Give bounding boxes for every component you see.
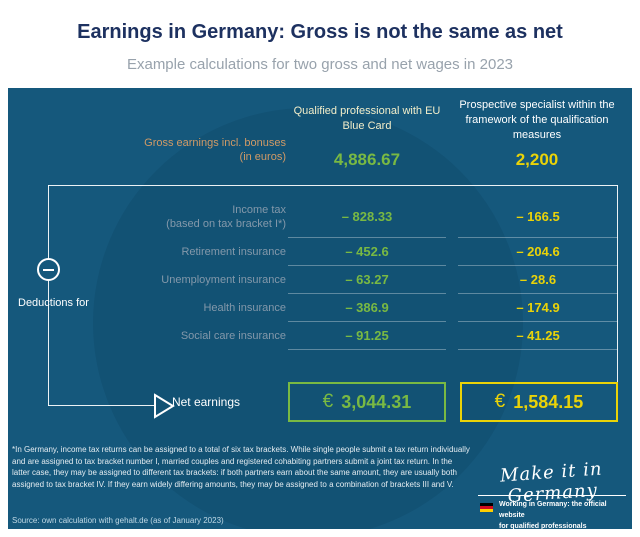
deduction-value-col1: – 386.9 — [288, 294, 446, 322]
background-circle-watermark — [93, 108, 523, 529]
net-earnings-label: Net earnings — [171, 395, 240, 409]
deduction-value-col1: – 63.27 — [288, 266, 446, 294]
deduction-value-col2: – 41.25 — [458, 322, 618, 350]
net-value-col2: 1,584.15 — [513, 391, 584, 412]
minus-circle-icon — [37, 258, 60, 281]
deduction-value-col1: – 828.33 — [288, 196, 446, 238]
deduction-value-col2: – 204.6 — [458, 238, 618, 266]
deductions-for-label: Deductions for — [18, 297, 89, 309]
deduction-label: Income tax (based on tax bracket I*) — [128, 196, 286, 238]
net-box-col2: € 1,584.15 — [460, 382, 618, 422]
deduction-label: Unemployment insurance — [161, 273, 286, 286]
bracket-right-line — [617, 185, 618, 382]
deduction-value-col1: – 91.25 — [288, 322, 446, 350]
table-row: Health insurance – 386.9 – 174.9 — [8, 294, 632, 322]
deduction-value-col2: – 166.5 — [458, 196, 618, 238]
logo-tagline-line2: for qualified professionals — [499, 522, 587, 529]
deduction-value-col1: – 452.6 — [288, 238, 446, 266]
deduction-value-col2: – 174.9 — [458, 294, 618, 322]
deduction-value-col2: – 28.6 — [458, 266, 618, 294]
table-row: Unemployment insurance – 63.27 – 28.6 — [8, 266, 632, 294]
table-row: Retirement insurance – 452.6 – 204.6 — [8, 238, 632, 266]
source-text: Source: own calculation with gehalt.de (… — [12, 516, 224, 525]
deduction-label: Health insurance — [203, 301, 286, 314]
table-row: Social care insurance – 91.25 – 41.25 — [8, 322, 632, 350]
footnote-text: *In Germany, income tax returns can be a… — [12, 445, 470, 489]
deductions-table: Income tax (based on tax bracket I*) – 8… — [8, 196, 632, 350]
euro-icon: € — [322, 391, 334, 412]
euro-icon: € — [494, 391, 506, 412]
bracket-top-line — [48, 185, 618, 186]
column-header-qualification-measures: Prospective specialist within the framew… — [459, 99, 615, 141]
net-box-col1: € 3,044.31 — [288, 382, 446, 422]
bracket-left-line — [48, 185, 49, 406]
arrow-right-icon — [154, 393, 175, 419]
page-title: Earnings in Germany: Gross is not the sa… — [77, 21, 563, 43]
infographic-panel: Qualified professional with EU Blue Card… — [8, 88, 632, 529]
table-row: Income tax (based on tax bracket I*) – 8… — [8, 196, 632, 238]
deduction-label-sub: (based on tax bracket I*) — [166, 218, 286, 230]
deduction-label: Retirement insurance — [181, 245, 286, 258]
bracket-bottom-line — [48, 405, 154, 406]
deduction-label-main: Income tax — [232, 203, 286, 216]
column-header-blue-card: Qualified professional with EU Blue Card — [293, 105, 441, 132]
logo-tagline-line1: Working in Germany: the official website — [499, 501, 607, 519]
german-flag-icon — [480, 503, 493, 512]
signature-underline — [478, 495, 626, 496]
page-subtitle: Example calculations for two gross and n… — [126, 56, 514, 73]
gross-earnings-label: Gross earnings incl. bonuses (in euros) — [144, 137, 286, 164]
gross-value-col2: 2,200 — [515, 150, 559, 169]
logo-tagline: Working in Germany: the official website… — [499, 500, 629, 529]
deduction-label: Social care insurance — [180, 329, 286, 342]
gross-value-col1: 4,886.67 — [333, 150, 401, 169]
net-value-col1: 3,044.31 — [341, 391, 412, 412]
